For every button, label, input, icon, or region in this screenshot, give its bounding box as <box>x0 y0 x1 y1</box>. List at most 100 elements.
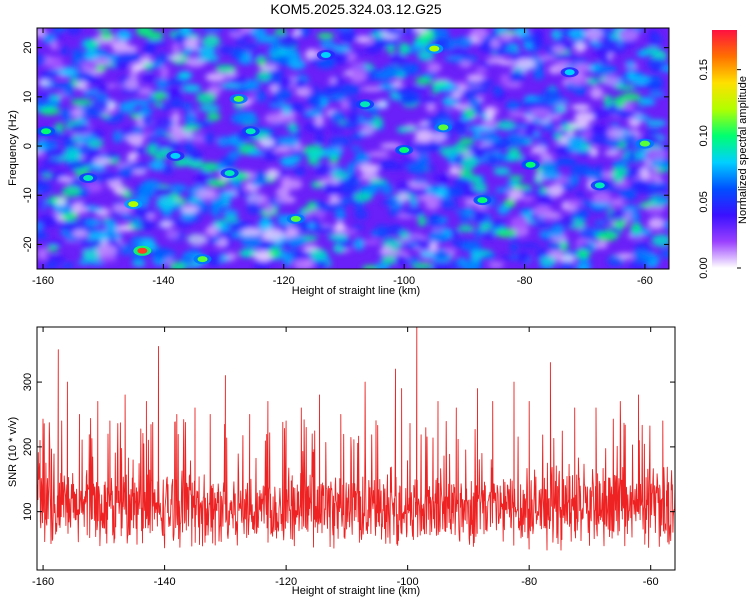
heatmap-cell <box>343 70 353 76</box>
heatmap-cell <box>532 144 548 155</box>
heatmap-cell <box>209 198 226 208</box>
heatmap-cell <box>135 28 153 37</box>
heatmap-cell <box>60 66 78 78</box>
heatmap-cell <box>264 113 286 124</box>
heatmap-cell <box>409 182 430 189</box>
heatmap-cell <box>112 130 122 143</box>
heatmap-cell <box>238 249 255 258</box>
heatmap-cell <box>171 111 181 125</box>
heatmap-cell <box>37 143 48 152</box>
heatmap-cell <box>610 198 625 207</box>
heatmap-cell <box>381 255 398 265</box>
heatmap-cell <box>392 164 406 171</box>
heatmap-cell <box>287 236 307 247</box>
heatmap-cell <box>86 107 97 117</box>
heatmap-cell <box>540 160 558 173</box>
snr-y-label: SNR (10 * v/v) <box>7 417 19 487</box>
heatmap-cell <box>307 97 323 108</box>
heatmap-cell <box>111 40 130 53</box>
heatmap-hotspot <box>290 215 301 222</box>
heatmap-cell <box>96 28 112 31</box>
heatmap-cell <box>621 204 639 212</box>
heatmap-cell <box>415 76 432 85</box>
heatmap-cell <box>573 84 587 96</box>
heatmap-cell <box>518 242 540 249</box>
heatmap-cell <box>650 160 666 168</box>
heatmap-cell <box>227 76 249 85</box>
heatmap-cell <box>268 46 281 56</box>
heatmap-cell <box>186 149 203 162</box>
heatmap-cell <box>129 162 151 170</box>
heatmap-cell <box>256 56 267 67</box>
heatmap-cell <box>316 32 335 40</box>
heatmap-cell <box>431 80 449 89</box>
heatmap-cell <box>166 87 183 101</box>
heatmap-cell <box>507 189 523 201</box>
heatmap-cell <box>347 98 360 111</box>
x-tick-label: -160 <box>32 275 54 287</box>
heatmap-cell <box>341 83 361 96</box>
heatmap-cell <box>490 222 504 229</box>
heatmap-cell <box>549 226 565 238</box>
heatmap-cell <box>323 84 345 98</box>
heatmap-cell <box>364 239 380 245</box>
heatmap-cell <box>559 255 576 263</box>
heatmap-cell <box>493 85 503 96</box>
heatmap-cell <box>101 254 118 263</box>
heatmap-cell <box>394 254 408 266</box>
heatmap-cell <box>68 123 91 133</box>
heatmap-cell <box>279 156 297 167</box>
heatmap-cell <box>106 116 121 124</box>
heatmap-cell <box>306 150 328 159</box>
heatmap-cell <box>654 176 663 183</box>
heatmap-cell <box>210 204 221 217</box>
heatmap-cell <box>613 96 626 108</box>
heatmap-cell <box>61 262 75 269</box>
heatmap-cell <box>537 193 554 207</box>
heatmap-cell <box>495 187 512 194</box>
heatmap-cell <box>66 160 87 171</box>
heatmap-cell <box>328 76 337 85</box>
heatmap-cell <box>409 199 419 207</box>
heatmap-cell <box>358 163 380 174</box>
heatmap-cell <box>37 231 48 241</box>
heatmap-cell <box>654 197 669 204</box>
heatmap-cell <box>509 216 529 230</box>
heatmap-cell <box>294 171 304 177</box>
heatmap-cell <box>488 261 504 269</box>
heatmap-hotspot <box>639 140 650 147</box>
heatmap-cell <box>503 47 517 54</box>
heatmap-cell <box>72 54 82 65</box>
heatmap-cell <box>559 216 576 229</box>
heatmap-cell <box>71 107 83 118</box>
heatmap-cell <box>606 45 626 54</box>
heatmap-cell <box>506 154 517 162</box>
heatmap-hotspot <box>224 170 235 177</box>
heatmap-cell <box>96 244 118 258</box>
heatmap-cell <box>228 150 241 160</box>
heatmap-cell <box>494 28 508 34</box>
heatmap-cell <box>542 88 561 101</box>
heatmap-cell <box>604 128 625 139</box>
heatmap-cell <box>128 99 151 106</box>
heatmap-cell <box>503 198 516 208</box>
heatmap-cell <box>643 47 662 56</box>
heatmap-cell <box>55 82 76 91</box>
heatmap-cell <box>262 151 278 161</box>
heatmap-cell <box>479 144 497 153</box>
heatmap-cell <box>42 33 56 44</box>
heatmap-cell <box>135 207 150 218</box>
heatmap-cell <box>258 65 278 71</box>
heatmap-cell <box>425 101 437 113</box>
heatmap-cell <box>540 170 562 180</box>
heatmap-cell <box>612 159 629 169</box>
heatmap-cell <box>625 167 637 180</box>
heatmap-cell <box>123 134 145 142</box>
heatmap-cell <box>188 197 201 204</box>
heatmap-cell <box>645 119 667 127</box>
heatmap-cell <box>349 70 367 83</box>
heatmap-cell <box>146 212 156 220</box>
heatmap-cell <box>322 146 344 157</box>
heatmap-cell <box>309 215 320 225</box>
colorbar-tick-label: 0.00 <box>698 257 710 278</box>
